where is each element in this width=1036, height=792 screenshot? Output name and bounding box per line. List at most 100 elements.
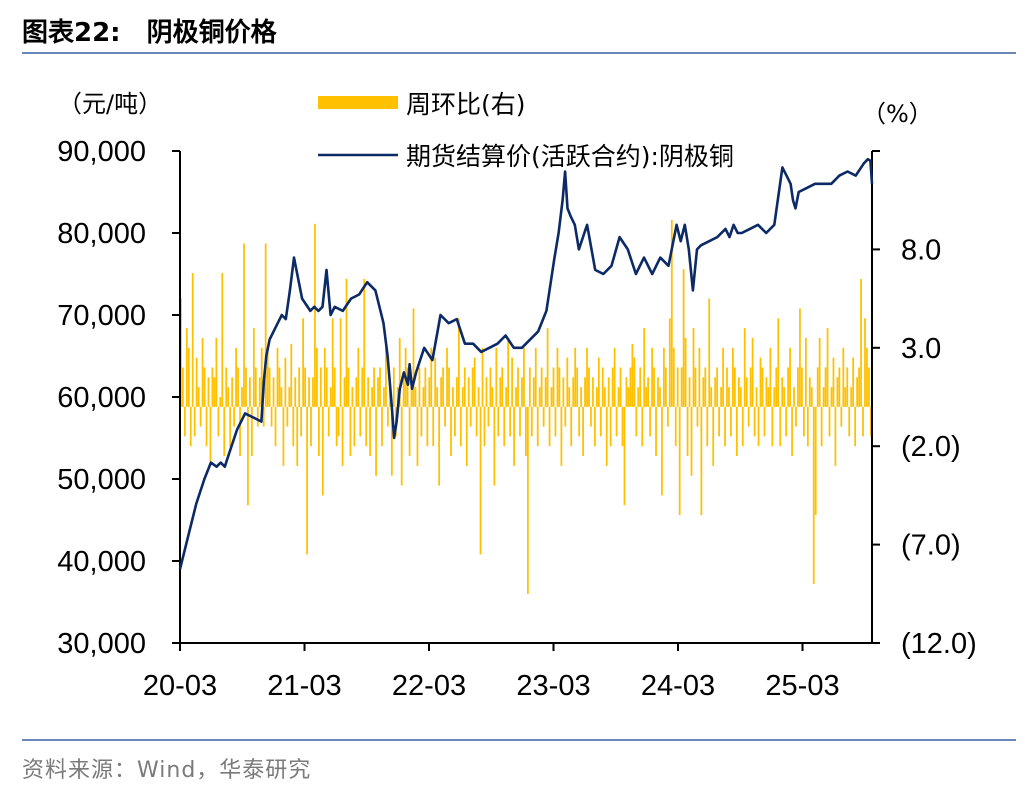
weekly-change-bar bbox=[187, 347, 190, 407]
weekly-change-bar bbox=[804, 337, 807, 407]
weekly-change-bar bbox=[592, 377, 594, 407]
weekly-change-bar bbox=[661, 406, 663, 496]
weekly-change-bar bbox=[406, 367, 409, 407]
weekly-change-bar bbox=[820, 406, 823, 447]
weekly-change-bar bbox=[434, 357, 437, 407]
weekly-change-bar bbox=[753, 406, 756, 437]
weekly-change-bar bbox=[599, 406, 602, 437]
weekly-change-bar bbox=[463, 367, 466, 407]
weekly-change-bar bbox=[552, 367, 555, 407]
weekly-change-bar bbox=[310, 406, 312, 447]
weekly-change-bar bbox=[668, 318, 671, 407]
left-tick-label: 30,000 bbox=[57, 628, 146, 660]
left-tick-label: 50,000 bbox=[57, 464, 146, 496]
weekly-change-bar bbox=[692, 328, 695, 407]
weekly-change-bar bbox=[436, 387, 439, 407]
weekly-change-bar bbox=[448, 367, 450, 407]
weekly-change-bar bbox=[233, 406, 235, 427]
weekly-change-bar bbox=[274, 406, 277, 447]
weekly-change-bar bbox=[505, 387, 508, 407]
left-tick-label: 60,000 bbox=[57, 382, 146, 414]
weekly-change-bar bbox=[258, 377, 261, 407]
weekly-change-bar bbox=[312, 377, 314, 407]
weekly-change-bar bbox=[544, 377, 547, 407]
weekly-change-bar bbox=[440, 377, 443, 407]
weekly-change-bar bbox=[663, 347, 665, 407]
weekly-change-bar bbox=[189, 406, 192, 447]
weekly-change-bar bbox=[282, 406, 285, 466]
weekly-change-bar bbox=[272, 377, 275, 407]
weekly-change-bar bbox=[682, 269, 685, 407]
weekly-change-bar bbox=[586, 347, 588, 407]
weekly-change-bar bbox=[676, 367, 679, 407]
weekly-change-bar bbox=[672, 347, 675, 407]
weekly-change-bar bbox=[530, 406, 533, 437]
weekly-change-bar bbox=[294, 377, 297, 407]
weekly-change-bar bbox=[779, 406, 782, 447]
weekly-change-bar bbox=[197, 387, 200, 407]
weekly-change-bar bbox=[532, 377, 535, 407]
weekly-change-bar bbox=[810, 387, 813, 407]
weekly-change-bar bbox=[483, 406, 486, 447]
weekly-change-bar bbox=[195, 357, 198, 407]
weekly-change-bar bbox=[252, 328, 255, 407]
weekly-change-bar bbox=[390, 406, 393, 476]
x-tick-label: 22-03 bbox=[392, 670, 466, 702]
weekly-change-bar bbox=[199, 406, 202, 427]
weekly-change-bar bbox=[249, 377, 251, 407]
weekly-change-bar bbox=[398, 337, 401, 407]
weekly-change-bar bbox=[590, 406, 592, 427]
weekly-change-bar bbox=[402, 377, 405, 407]
weekly-change-bar bbox=[321, 406, 324, 496]
weekly-change-bar bbox=[209, 406, 212, 462]
weekly-change-bar bbox=[203, 367, 206, 407]
weekly-change-bar bbox=[335, 406, 338, 447]
weekly-change-bar bbox=[219, 397, 222, 407]
weekly-change-bar bbox=[231, 377, 234, 407]
weekly-change-bar bbox=[645, 387, 648, 407]
weekly-change-bar bbox=[341, 406, 344, 466]
weekly-change-bar bbox=[735, 406, 738, 457]
weekly-change-bar bbox=[572, 377, 575, 407]
weekly-change-bar bbox=[183, 406, 186, 437]
legend: 周环比(右) 期货结算价(活跃合约):阴极铜 bbox=[318, 90, 734, 171]
weekly-change-bar bbox=[799, 308, 801, 407]
weekly-change-bar bbox=[684, 337, 687, 407]
weekly-change-bar bbox=[763, 406, 766, 437]
weekly-change-bar bbox=[615, 406, 618, 437]
weekly-change-bar bbox=[430, 347, 433, 407]
weekly-change-bar bbox=[292, 406, 295, 447]
weekly-change-bar bbox=[414, 387, 417, 407]
weekly-change-bar bbox=[564, 406, 567, 427]
weekly-change-bar bbox=[319, 367, 322, 407]
figure-name: 阴极铜价格 bbox=[146, 18, 277, 48]
weekly-change-bar bbox=[789, 347, 791, 407]
weekly-change-bar bbox=[562, 377, 565, 407]
weekly-change-bar bbox=[513, 406, 515, 466]
weekly-change-bar bbox=[732, 347, 734, 407]
weekly-change-bar bbox=[862, 406, 864, 437]
weekly-change-bar bbox=[471, 367, 474, 407]
weekly-change-bar bbox=[653, 367, 655, 407]
weekly-change-bar bbox=[475, 406, 478, 437]
weekly-change-bar bbox=[481, 347, 484, 407]
weekly-change-bar bbox=[868, 367, 870, 407]
weekly-change-bar bbox=[507, 337, 510, 407]
weekly-change-bar bbox=[722, 347, 724, 407]
weekly-change-bar bbox=[578, 406, 581, 437]
weekly-change-bar bbox=[444, 406, 446, 427]
weekly-change-bar bbox=[540, 367, 543, 407]
weekly-change-bar bbox=[316, 347, 318, 407]
weekly-change-bar bbox=[457, 318, 460, 407]
weekly-change-bar bbox=[225, 367, 228, 407]
weekly-change-bar bbox=[726, 367, 728, 407]
weekly-change-bar bbox=[375, 406, 377, 476]
weekly-change-bar bbox=[627, 387, 630, 407]
weekly-change-bar bbox=[708, 298, 711, 407]
weekly-change-bar bbox=[446, 347, 448, 407]
weekly-change-bar bbox=[215, 337, 218, 407]
weekly-change-bar bbox=[243, 243, 245, 407]
weekly-change-bar bbox=[373, 367, 375, 407]
weekly-change-bar bbox=[487, 406, 490, 427]
